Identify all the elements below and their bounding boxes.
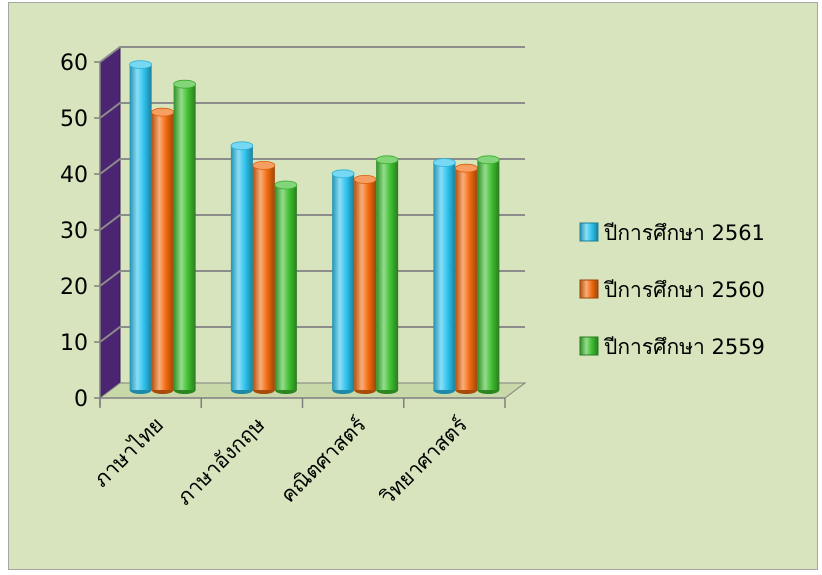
legend-item: ปีการศึกษา 2561 (579, 221, 765, 245)
gridline (99, 102, 525, 119)
bar (353, 174, 377, 394)
x-tick-label: คณิตศาสตร์ (276, 413, 371, 508)
y-tick-label: 60 (60, 51, 88, 76)
x-tick-label: ภาษาอังกฤษ (172, 413, 269, 510)
legend-swatch (579, 336, 599, 356)
bar (230, 141, 254, 394)
bar (151, 107, 175, 394)
y-tick-label: 10 (60, 331, 88, 356)
x-tick-label: วิทยาศาสตร์ (375, 413, 472, 510)
bar (375, 155, 399, 394)
legend-item: ปีการศึกษา 2559 (579, 335, 765, 359)
y-tick-label: 40 (60, 163, 88, 188)
bar (252, 160, 276, 394)
bars (129, 60, 500, 394)
y-tick-label: 20 (60, 275, 88, 300)
bar (432, 158, 456, 394)
bar (274, 180, 298, 394)
y-tick-label: 50 (60, 107, 88, 132)
legend-swatch (579, 279, 599, 299)
bar (173, 79, 197, 394)
axes (94, 61, 506, 408)
y-tick-label: 0 (74, 387, 88, 412)
legend-item: ปีการศึกษา 2560 (579, 278, 765, 302)
x-tick-label: ภาษาไทย (89, 413, 168, 492)
y-tick-label: 30 (60, 219, 88, 244)
y-tick-labels: 0 10 20 30 40 50 60 (60, 51, 88, 412)
gridline (99, 46, 525, 63)
legend-label: ปีการศึกษา 2561 (603, 221, 765, 245)
bar (476, 155, 500, 394)
bar (331, 169, 355, 394)
legend-label: ปีการศึกษา 2559 (603, 335, 765, 359)
bar (129, 60, 153, 394)
legend: ปีการศึกษา 2561 ปีการศึกษา 2560 ปีการศึกษา… (579, 221, 765, 359)
x-tick-labels: ภาษาไทย ภาษาอังกฤษ คณิตศาสตร์ วิทยาศาสตร์ (89, 413, 472, 510)
legend-swatch (579, 222, 599, 242)
legend-label: ปีการศึกษา 2560 (603, 278, 765, 302)
bar (454, 163, 478, 394)
